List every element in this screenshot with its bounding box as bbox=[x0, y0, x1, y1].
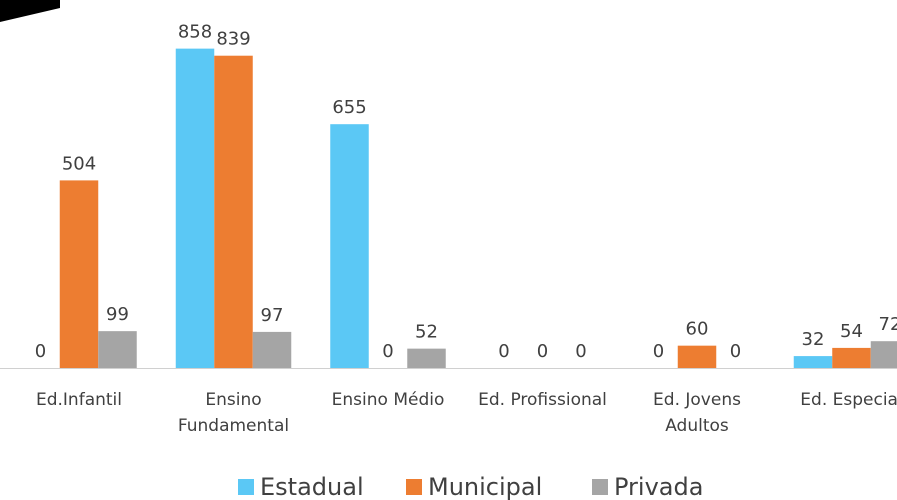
bar bbox=[793, 356, 833, 368]
data-label: 97 bbox=[261, 305, 284, 326]
x-tick-label: Ed.Infantil bbox=[36, 390, 122, 410]
bar bbox=[175, 48, 215, 369]
x-tick-label: Ensino Fundamental bbox=[178, 390, 289, 436]
x-tick-label: Ensino Médio bbox=[332, 390, 445, 410]
data-label: 504 bbox=[62, 153, 96, 174]
x-tick-label: Ed. Profissional bbox=[478, 390, 607, 410]
legend-label: Privada bbox=[614, 473, 703, 500]
data-label: 54 bbox=[840, 321, 863, 342]
bar bbox=[677, 345, 717, 368]
data-label: 858 bbox=[178, 22, 212, 43]
data-label: 0 bbox=[653, 341, 664, 362]
bar bbox=[59, 180, 99, 368]
data-label: 99 bbox=[106, 304, 129, 325]
data-label: 0 bbox=[537, 341, 548, 362]
data-label: 0 bbox=[382, 341, 393, 362]
bar bbox=[98, 331, 137, 368]
legend-label: Municipal bbox=[428, 473, 542, 500]
legend-swatch bbox=[406, 479, 422, 495]
data-label: 655 bbox=[332, 97, 366, 118]
data-label: 60 bbox=[686, 319, 709, 340]
x-tick-label: Ed. Especial bbox=[800, 390, 897, 410]
data-label: 32 bbox=[802, 329, 825, 350]
data-label: 52 bbox=[415, 322, 438, 343]
bar bbox=[330, 124, 369, 368]
data-label: 0 bbox=[35, 341, 46, 362]
data-label: 0 bbox=[498, 341, 509, 362]
bar bbox=[832, 347, 871, 368]
bar bbox=[214, 55, 253, 368]
legend-label: Estadual bbox=[260, 473, 364, 500]
bar bbox=[407, 348, 446, 368]
data-label: 839 bbox=[216, 29, 250, 50]
legend-swatch bbox=[592, 479, 608, 495]
data-label: 0 bbox=[575, 341, 586, 362]
data-label: 72 bbox=[879, 314, 897, 335]
corner-shape bbox=[0, 0, 60, 22]
legend-swatch bbox=[238, 479, 254, 495]
bar bbox=[252, 331, 292, 368]
x-tick-label: Ed. Jovens Adultos bbox=[653, 390, 741, 436]
data-label: 0 bbox=[730, 341, 741, 362]
bar bbox=[870, 341, 897, 368]
